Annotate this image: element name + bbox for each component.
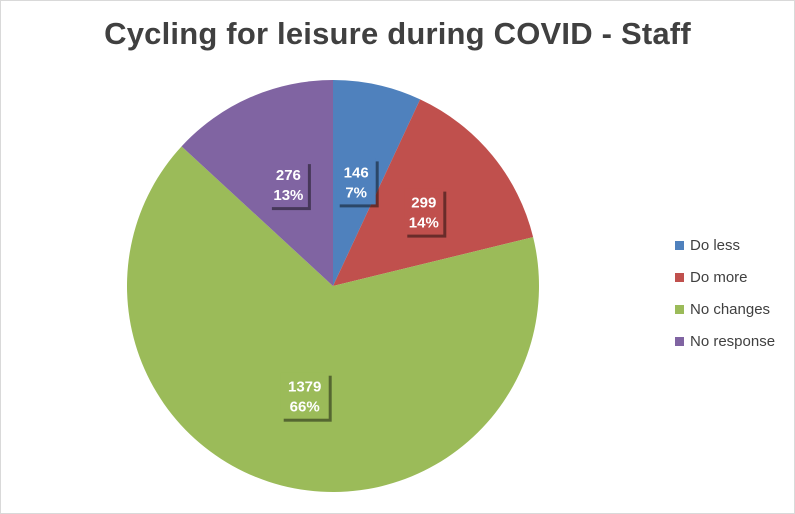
data-label-value: 276 [276, 167, 301, 184]
data-label-value: 146 [344, 164, 369, 181]
data-label-percent: 13% [273, 187, 303, 204]
data-label-percent: 14% [409, 215, 439, 232]
legend-item-do-less: Do less [675, 229, 775, 261]
legend-item-no-changes: No changes [675, 293, 775, 325]
legend-item-do-more: Do more [675, 261, 775, 293]
data-label-value: 299 [411, 195, 436, 212]
pie-slice-do-less [333, 79, 421, 286]
legend-swatch [675, 304, 684, 314]
pie-slice-no-changes [127, 146, 540, 492]
legend-label: No changes [690, 300, 771, 318]
legend-label: Do more [690, 268, 748, 286]
legend-item-no-response: No response [675, 325, 775, 357]
legend-label: Do less [690, 236, 741, 254]
data-label-no-changes: 1379 66% [280, 372, 332, 422]
legend-label: No response [690, 332, 776, 350]
chart-legend: Do less Do more No changes No response [675, 229, 775, 357]
chart-title: Cycling for leisure during COVID - Staff [104, 16, 691, 51]
legend-swatch [675, 336, 684, 346]
data-label-percent: 66% [290, 399, 320, 416]
pie-slice-no-response [181, 80, 333, 286]
data-label-percent: 7% [345, 184, 367, 201]
legend-swatch [675, 272, 684, 282]
legend-swatch [675, 240, 684, 250]
data-label-value: 1379 [288, 379, 321, 396]
